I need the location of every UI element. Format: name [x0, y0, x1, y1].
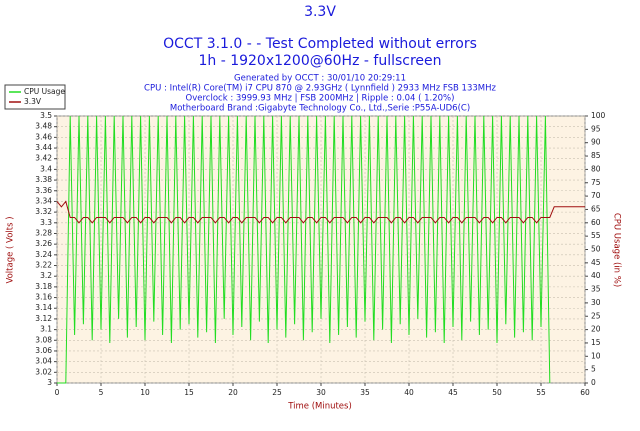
y-tick-label: 3.38	[35, 175, 52, 184]
y2-tick-label: 0	[591, 378, 596, 387]
y-tick-label: 3.4	[40, 164, 52, 173]
chart-subtitle: OCCT 3.1.0 - - Test Completed without er…	[163, 36, 477, 52]
x-tick-label: 40	[404, 388, 414, 397]
chart-title: 3.3V	[304, 4, 336, 20]
y-tick-label: 3.16	[35, 293, 52, 302]
y-tick-label: 3.02	[35, 367, 52, 376]
y2-tick-label: 30	[591, 298, 601, 307]
y2-tick-label: 20	[591, 325, 601, 334]
x-axis-label: Time (Minutes)	[287, 402, 352, 412]
y-tick-label: 3.44	[35, 143, 52, 152]
y2-tick-label: 5	[591, 365, 596, 374]
x-tick-label: 30	[316, 388, 326, 397]
y-tick-label: 3.3	[40, 218, 52, 227]
legend-label: CPU Usage	[24, 87, 65, 96]
y2-tick-label: 70	[591, 191, 601, 200]
y2-tick-label: 95	[591, 124, 601, 133]
y2-tick-label: 10	[591, 351, 601, 360]
y-axis-label: Voltage ( Volts )	[6, 216, 16, 283]
y-tick-label: 3.42	[35, 154, 52, 163]
y2-tick-label: 85	[591, 151, 601, 160]
y-tick-label: 3.32	[35, 207, 52, 216]
y2-tick-label: 75	[591, 178, 601, 187]
y2-tick-label: 35	[591, 285, 601, 294]
x-tick-label: 25	[272, 388, 282, 397]
info-line: Motherboard Brand :Gigabyte Technology C…	[170, 104, 470, 114]
x-tick-label: 60	[580, 388, 590, 397]
info-line: Generated by OCCT : 30/01/10 20:29:11	[234, 74, 406, 84]
y2-tick-label: 45	[591, 258, 601, 267]
y-tick-label: 3.46	[35, 132, 52, 141]
y-tick-label: 3.06	[35, 346, 52, 355]
y-tick-label: 3.48	[35, 122, 52, 131]
y2-tick-label: 90	[591, 138, 601, 147]
y2-tick-label: 40	[591, 271, 601, 280]
y-tick-label: 3	[47, 378, 52, 387]
y-tick-label: 3.36	[35, 186, 52, 195]
x-tick-label: 0	[55, 388, 60, 397]
y2-tick-label: 15	[591, 338, 601, 347]
x-tick-label: 35	[360, 388, 370, 397]
x-tick-label: 55	[536, 388, 546, 397]
y2-tick-label: 60	[591, 218, 601, 227]
legend-label: 3.3V	[24, 97, 42, 106]
x-tick-label: 20	[228, 388, 238, 397]
y-tick-label: 3.1	[40, 325, 52, 334]
y-tick-label: 3.14	[35, 303, 52, 312]
x-tick-label: 50	[492, 388, 502, 397]
y-tick-label: 3.26	[35, 239, 52, 248]
legend	[4, 84, 66, 110]
y-tick-label: 3.2	[40, 271, 52, 280]
y2-tick-label: 100	[591, 111, 606, 120]
x-tick-label: 10	[140, 388, 150, 397]
info-line: CPU : Intel(R) Core(TM) i7 CPU 870 @ 2.9…	[144, 84, 496, 94]
y2-tick-label: 55	[591, 231, 601, 240]
y2-axis-label: CPU Usage (in %)	[612, 213, 622, 287]
y-tick-label: 3.08	[35, 335, 52, 344]
y-tick-label: 3.12	[35, 314, 52, 323]
chart-subtitle: 1h - 1920x1200@60Hz - fullscreen	[198, 53, 441, 69]
y2-tick-label: 50	[591, 245, 601, 254]
y-tick-label: 3.18	[35, 282, 52, 291]
x-tick-label: 15	[184, 388, 194, 397]
x-tick-label: 45	[448, 388, 458, 397]
y-tick-label: 3.28	[35, 228, 52, 237]
y-tick-label: 3.24	[35, 250, 52, 259]
y2-tick-label: 65	[591, 204, 601, 213]
y-tick-label: 3.5	[40, 111, 52, 120]
x-tick-label: 5	[99, 388, 104, 397]
y-tick-label: 3.04	[35, 357, 52, 366]
info-line: Overclock : 3999.93 MHz | FSB 200MHz | R…	[186, 94, 455, 104]
data-line	[56, 200, 585, 224]
y2-tick-label: 25	[591, 311, 601, 320]
data-line	[57, 115, 551, 384]
y-tick-label: 3.34	[35, 196, 52, 205]
y-tick-label: 3.22	[35, 261, 52, 270]
y2-tick-label: 80	[591, 164, 601, 173]
